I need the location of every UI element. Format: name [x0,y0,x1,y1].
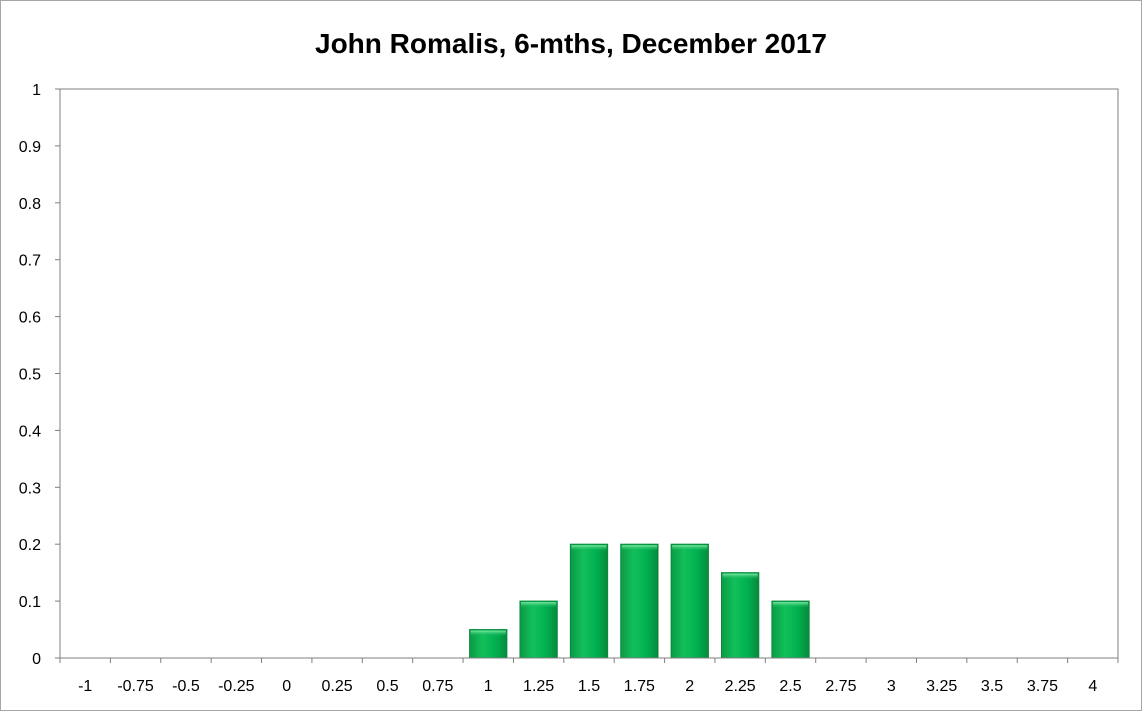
x-tick-label: 3.75 [1027,678,1058,695]
x-tick-label: 0.25 [322,678,353,695]
x-tick-label: 0.5 [376,678,398,695]
y-tick-label: 0 [32,651,41,668]
x-tick-label: 2.25 [725,678,756,695]
bar-highlight-1.75 [621,545,658,552]
x-tick-label: 0 [282,678,291,695]
y-tick-label: 0.3 [19,480,41,497]
bar-1.75 [620,543,659,659]
bar-highlight-1.5 [571,545,607,552]
bar-highlight-1.25 [520,602,557,609]
bar-1.25 [519,600,558,659]
x-tick-label: -0.5 [172,678,200,695]
y-tick-label: 0.5 [19,367,41,384]
bar-highlight-2.5 [772,602,809,609]
bar-highlight-2.25 [722,573,758,580]
x-tick-label: -0.75 [117,678,154,695]
x-tick-label: 1.75 [624,678,655,695]
chart-title: John Romalis, 6-mths, December 2017 [315,28,827,59]
x-tick-label: 3.25 [926,678,957,695]
x-tick-label: 3.5 [981,678,1003,695]
x-tick-label: 2 [685,678,694,695]
x-tick-label: 4 [1088,678,1097,695]
bar-2 [670,543,709,659]
x-tick-label: 0.75 [422,678,453,695]
x-tick-label: 3 [887,678,896,695]
y-tick-label: 0.6 [19,310,41,327]
y-tick-label: 0.9 [19,139,41,156]
bar-highlight-1 [470,630,506,637]
y-tick-label: 0.1 [19,594,41,611]
y-tick-label: 0.8 [19,196,41,213]
y-tick-label: 1 [32,82,41,99]
bar-2.25 [721,572,760,659]
bar-2.5 [771,600,810,659]
y-tick-label: 0.2 [19,537,41,554]
bar-highlight-2 [672,545,708,552]
x-tick-label: -1 [78,678,92,695]
y-tick-label: 0.4 [19,423,41,440]
x-tick-label: 1.25 [523,678,554,695]
x-tick-label: 2.5 [779,678,801,695]
bar-1.5 [569,543,609,659]
x-tick-label: 2.75 [825,678,856,695]
x-tick-label: -0.25 [218,678,255,695]
x-tick-label: 1 [484,678,493,695]
x-tick-label: 1.5 [578,678,600,695]
y-tick-label: 0.7 [19,253,41,270]
